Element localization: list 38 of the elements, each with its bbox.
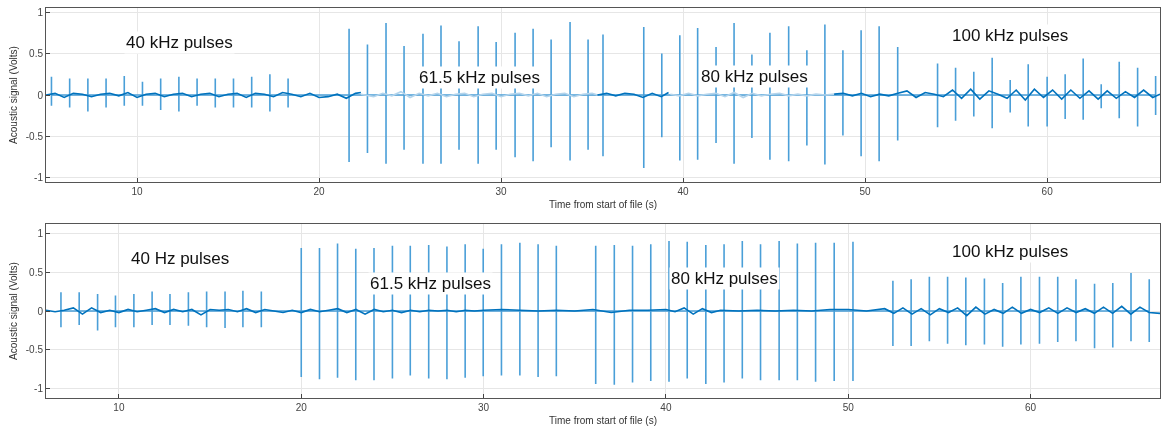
line-series xyxy=(833,88,1160,101)
x-tick-label: 40 xyxy=(660,402,672,413)
x-tick-label: 10 xyxy=(131,186,144,197)
x-tick-label: 60 xyxy=(1041,186,1054,197)
y-tick-label: 0.5 xyxy=(29,266,44,278)
annotation: 80 kHz pulses xyxy=(701,67,808,86)
y-tick-label: -1 xyxy=(34,172,44,184)
y-tick-label: -0.5 xyxy=(25,130,44,142)
y-tick-label: 1 xyxy=(37,227,44,239)
y-axis-title: Acoustic signal (Volts) xyxy=(7,46,19,144)
y-axis-title: Acoustic signal (Volts) xyxy=(7,262,19,360)
x-tick-label: 50 xyxy=(859,186,872,197)
x-tick-label: 10 xyxy=(113,402,125,413)
x-tick-label: 60 xyxy=(1024,402,1037,413)
y-tick-label: -0.5 xyxy=(25,344,44,356)
y-tick-label: 1 xyxy=(37,6,44,18)
x-tick-label: 30 xyxy=(478,402,490,413)
line-series xyxy=(60,240,1151,386)
y-tick-label: 0.5 xyxy=(29,48,44,60)
x-axis-title: Time from start of file (s) xyxy=(549,414,657,426)
x-axis-title: Time from start of file (s) xyxy=(549,198,657,210)
x-tick-label: 40 xyxy=(677,186,690,197)
annotation: 61.5 kHz pulses xyxy=(419,68,540,87)
annotation: 40 Hz pulses xyxy=(131,249,230,268)
x-tick-label: 20 xyxy=(295,402,308,413)
x-tick-label: 30 xyxy=(495,186,508,197)
y-tick-label: 0 xyxy=(37,305,44,317)
y-tick-label: -1 xyxy=(34,383,44,395)
y-tick-label: 0 xyxy=(37,89,44,101)
annotation: 100 kHz pulses xyxy=(952,242,1069,261)
line-series xyxy=(50,21,1157,169)
x-tick-label: 50 xyxy=(842,402,855,413)
annotation: 100 kHz pulses xyxy=(952,26,1069,45)
annotation: 61.5 kHz pulses xyxy=(370,274,491,293)
annotation: 80 kHz pulses xyxy=(671,269,778,288)
annotation: 40 kHz pulses xyxy=(126,33,233,52)
line-series xyxy=(46,305,1160,317)
x-tick-label: 20 xyxy=(313,186,326,197)
